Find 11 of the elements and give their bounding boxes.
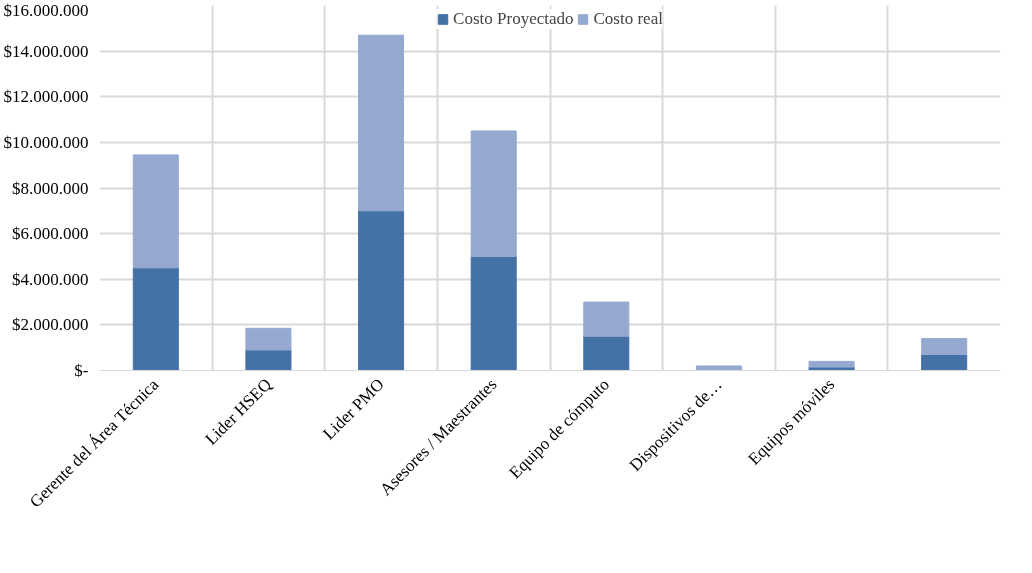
y-tick-label: $8.000.000 — [12, 178, 89, 198]
y-tick-label: $2.000.000 — [12, 315, 89, 335]
y-tick-label: $16.000.000 — [3, 0, 89, 20]
legend-label: Costo Proyectado — [453, 9, 574, 29]
y-tick-label: $6.000.000 — [12, 224, 89, 244]
y-tick-label: $- — [74, 361, 89, 380]
y-tick-label: $14.000.000 — [3, 41, 89, 61]
y-tick-label: $10.000.000 — [3, 132, 89, 152]
legend-label: Costo real — [593, 9, 663, 29]
y-tick-label: $12.000.000 — [3, 87, 89, 107]
y-tick-label: $4.000.000 — [12, 269, 89, 289]
